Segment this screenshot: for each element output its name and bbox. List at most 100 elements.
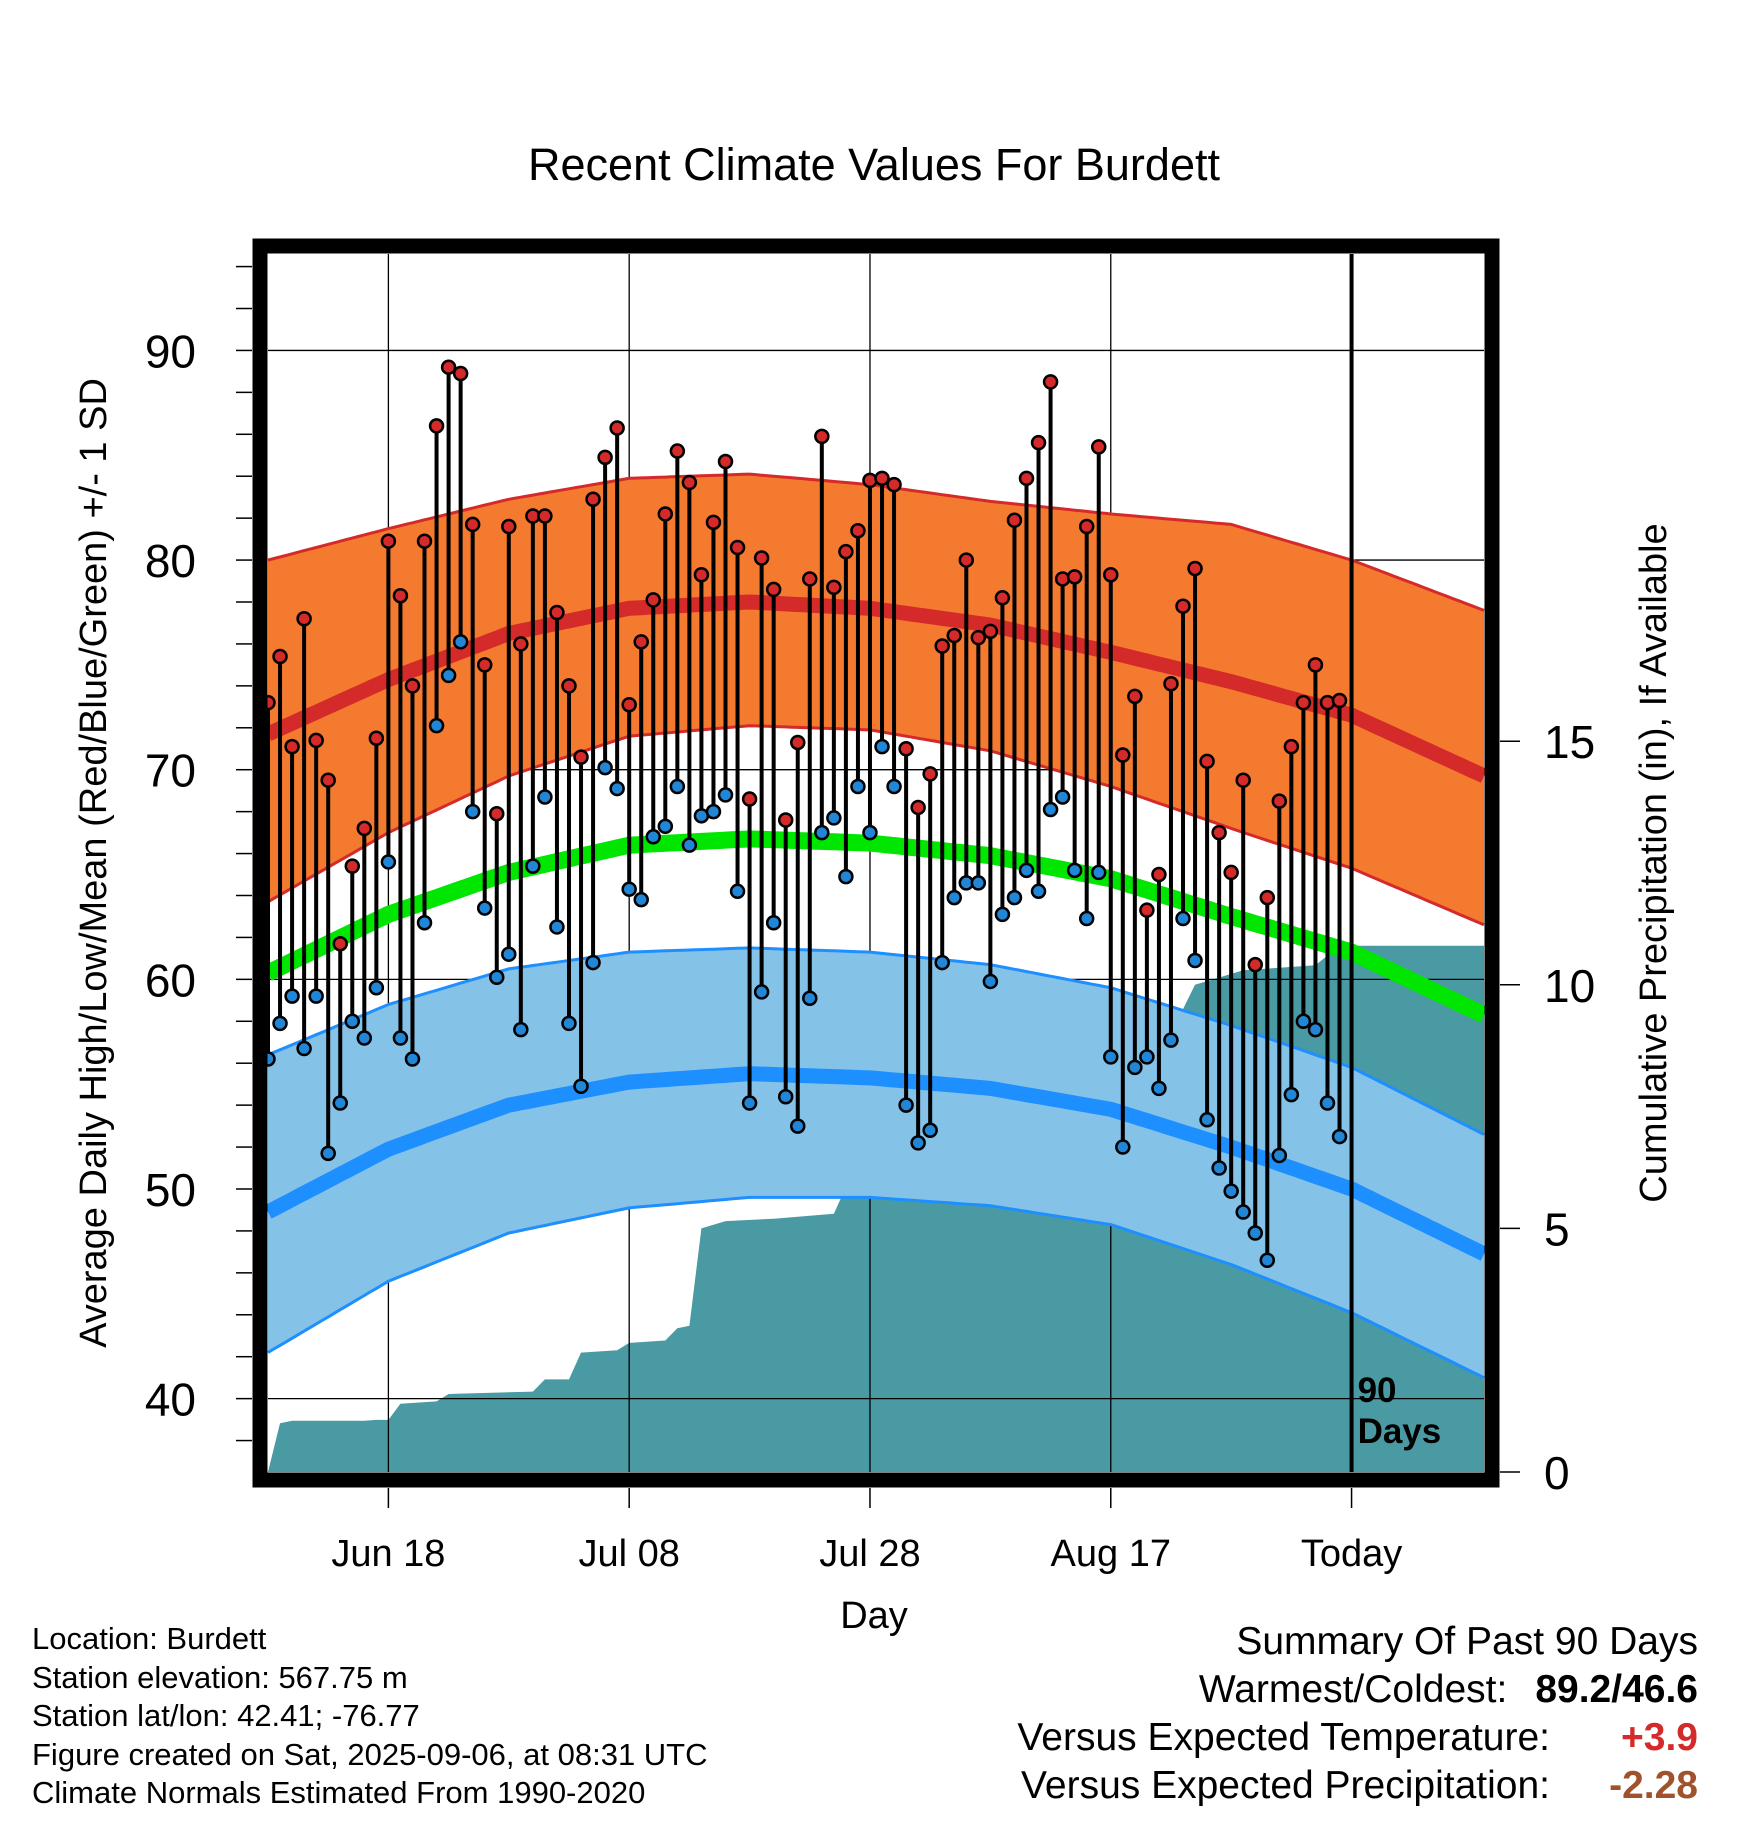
daily-low-point	[1090, 864, 1107, 881]
value-separator: /	[1611, 1668, 1623, 1711]
daily-high-point	[958, 552, 975, 568]
x-axis-label: Day	[840, 1595, 908, 1637]
daily-low-point	[1139, 1049, 1155, 1065]
daily-high-point	[1127, 688, 1143, 705]
daily-low-point	[741, 1095, 758, 1111]
daily-low-point	[501, 946, 517, 962]
daily-high-point	[814, 428, 830, 445]
daily-high-point	[922, 766, 938, 782]
daily-low-point	[802, 990, 818, 1006]
temp-anomaly-value: +3.9	[1621, 1716, 1698, 1759]
daily-high-point	[1223, 864, 1239, 881]
daily-high-point	[1163, 676, 1179, 692]
daily-high-point	[946, 627, 963, 644]
daily-high-point	[1187, 560, 1203, 577]
plot-area: 90 Days	[252, 238, 1500, 1488]
daily-high-point	[621, 696, 637, 713]
normal-low-band-lower-edge	[267, 1195, 1485, 1380]
y2-tick-label: 15	[1544, 716, 1595, 768]
daily-low-point	[850, 778, 866, 795]
daily-high-point	[862, 472, 878, 489]
daily-low-point	[1199, 1112, 1215, 1128]
daily-high-point	[1115, 747, 1131, 763]
daily-low-point	[392, 1030, 409, 1046]
daily-low-point	[765, 914, 782, 931]
latlon-text: Station lat/lon: 42.41; -76.77	[32, 1698, 420, 1733]
normal-high-band	[268, 474, 1484, 925]
daily-high-point	[1054, 571, 1071, 587]
daily-high-point	[404, 678, 421, 694]
daily-low-point	[332, 1095, 348, 1111]
daily-high-point	[681, 474, 698, 491]
precip-anomaly-label: Versus Expected Precipitation:	[1021, 1764, 1550, 1807]
daily-low-point	[789, 1118, 806, 1134]
plot-frame	[252, 238, 1500, 1488]
temp-anomaly-row: Versus Expected Temperature: +3.9	[1017, 1716, 1698, 1764]
daily-low-point	[440, 667, 457, 684]
daily-high-point	[392, 587, 409, 604]
summary-panel: Summary Of Past 90 Days Warmest/Coldest:…	[1017, 1620, 1698, 1812]
daily-high-point	[1211, 824, 1227, 841]
daily-low-point	[513, 1021, 529, 1038]
daily-high-point	[1066, 569, 1083, 585]
daily-low-point	[934, 954, 950, 971]
daily-low-point	[296, 1040, 312, 1057]
daily-high-point	[717, 453, 734, 470]
daily-high-point	[765, 581, 782, 598]
daily-high-point	[910, 799, 926, 816]
daily-low-point	[753, 984, 770, 1000]
daily-low-point	[308, 988, 324, 1004]
daily-high-point	[741, 791, 758, 807]
daily-low-point	[874, 738, 890, 755]
daily-high-point	[693, 566, 710, 583]
daily-high-point	[585, 491, 601, 508]
precip-anomaly-row: Versus Expected Precipitation: -2.28	[1017, 1764, 1698, 1812]
coldest-value: 46.6	[1622, 1668, 1698, 1711]
x-tick-label: Jun 18	[331, 1533, 445, 1575]
daily-high-point	[802, 571, 818, 587]
daily-high-point	[1139, 902, 1155, 918]
daily-low-point	[922, 1122, 938, 1139]
daily-low-point	[344, 1013, 361, 1030]
daily-low-point	[994, 906, 1011, 923]
precip-anomaly-value: -2.28	[1609, 1764, 1698, 1807]
daily-high-point	[753, 550, 770, 566]
daily-low-point	[621, 881, 637, 897]
daily-high-point	[573, 749, 589, 765]
daily-high-point	[368, 730, 385, 747]
summary-heading: Summary Of Past 90 Days	[1236, 1620, 1698, 1663]
daily-low-point	[609, 780, 625, 797]
daily-high-point	[1030, 434, 1047, 451]
daily-low-point	[1211, 1160, 1227, 1176]
right-axis-ticks: 0 5 10 15	[1500, 716, 1595, 1499]
daily-low-point	[657, 818, 674, 835]
y2-tick-label: 10	[1544, 960, 1595, 1012]
daily-low-point	[1042, 801, 1059, 818]
y-axis-label: Average Daily High/Low/Mean (Red/Blue/Gr…	[73, 378, 115, 1348]
daily-high-point	[537, 508, 553, 524]
daily-low-point	[633, 891, 649, 908]
location-text: Location: Burdett	[32, 1621, 267, 1656]
daily-high-point	[1235, 772, 1251, 788]
daily-low-point	[982, 973, 999, 990]
daily-high-point	[850, 522, 866, 539]
daily-low-point	[1127, 1059, 1143, 1076]
daily-high-point	[1247, 956, 1263, 973]
x-tick-label: Jul 08	[578, 1533, 679, 1575]
daily-high-point	[428, 418, 445, 434]
y2-tick-label: 0	[1544, 1447, 1570, 1499]
today-annotation-number: 90	[1358, 1371, 1397, 1410]
daily-low-point	[777, 1088, 794, 1105]
daily-high-point	[549, 604, 565, 621]
daily-high-point	[284, 738, 300, 755]
daily-low-point	[452, 634, 469, 650]
daily-low-point	[1247, 1225, 1263, 1241]
daily-high-point	[1042, 374, 1059, 390]
y2-axis-label: Cumulative Precipitation (in), If Availa…	[1633, 523, 1675, 1202]
normals-text: Climate Normals Estimated From 1990-2020	[32, 1775, 646, 1810]
normal-low-line	[264, 1066, 1488, 1261]
daily-high-point	[272, 648, 288, 665]
daily-high-point	[1006, 512, 1023, 528]
daily-low-point	[705, 803, 722, 820]
daily-low-point	[862, 824, 878, 841]
